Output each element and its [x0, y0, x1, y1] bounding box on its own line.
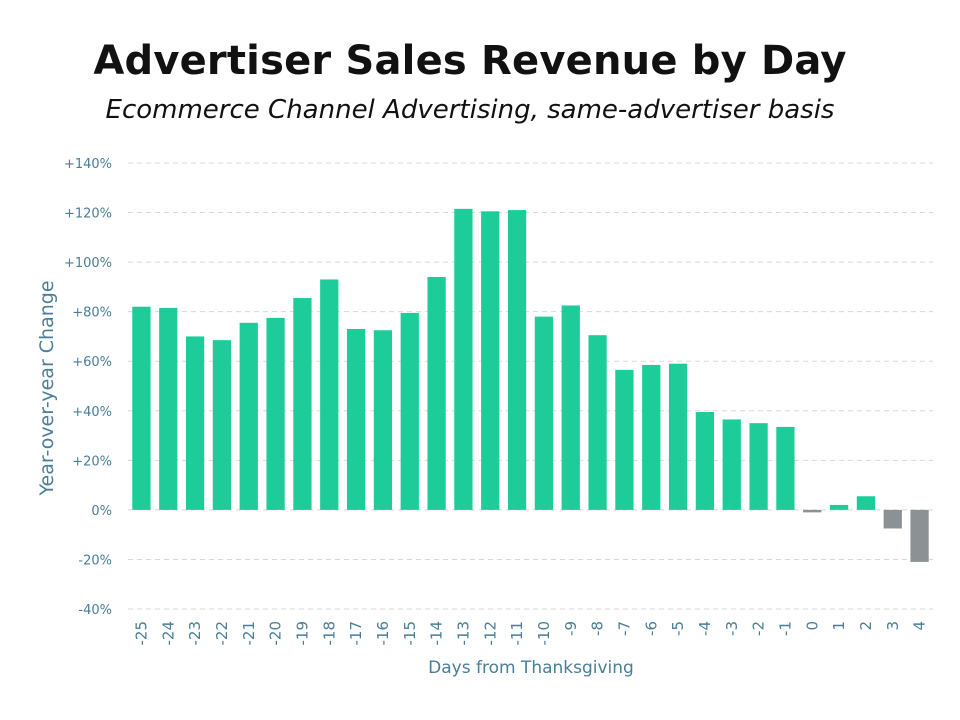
x-tick-label: -6	[642, 621, 660, 636]
x-tick-label: -8	[589, 621, 607, 636]
bar-day--8	[588, 335, 607, 510]
bar-day--19	[293, 298, 312, 510]
x-tick-label: -5	[669, 621, 687, 636]
bar-day--20	[266, 317, 285, 510]
x-tick-label: -15	[401, 621, 419, 646]
x-axis-ticks: -25 -24 -23 -22 -21 -20 -19 -18 -17 -16 -15 -14 -13-…	[132, 621, 928, 646]
y-tick-label: +40%	[72, 405, 112, 420]
x-tick-label: 3	[884, 621, 902, 631]
bar-day--6	[642, 364, 661, 510]
x-tick-label: -21	[240, 621, 258, 646]
y-tick-label: -20%	[78, 553, 112, 568]
x-tick-label: -22	[213, 621, 231, 646]
x-tick-label: -19	[293, 621, 311, 646]
bar-day--25	[132, 306, 151, 510]
bar-day--2	[749, 423, 768, 510]
bar-day-1	[829, 504, 849, 510]
x-tick-label: -3	[723, 621, 741, 636]
bar-day--10	[534, 316, 554, 510]
bar-day--16	[373, 330, 393, 510]
y-tick-label: +120%	[64, 207, 112, 222]
x-tick-label: -10	[535, 621, 553, 646]
y-tick-label: 0%	[91, 504, 112, 519]
y-tick-label: +20%	[72, 454, 112, 469]
bar-day--3	[722, 419, 741, 510]
y-tick-label: +60%	[72, 355, 112, 370]
x-tick-label: -14	[428, 621, 446, 646]
chart-title: Advertiser Sales Revenue by Day	[93, 38, 847, 84]
bar-day--7	[615, 369, 634, 510]
bar-day--1	[776, 426, 795, 510]
bars	[132, 208, 929, 562]
bar-day--24	[159, 307, 178, 510]
bar-day--21	[239, 322, 258, 510]
y-tick-label: +140%	[64, 157, 112, 172]
bar-day--5	[668, 363, 688, 510]
x-tick-label: -20	[267, 621, 285, 646]
bar-day--12	[481, 211, 500, 510]
bar-day-0	[803, 509, 822, 513]
gridlines	[128, 162, 933, 610]
bar-day--4	[695, 412, 715, 510]
x-tick-label: -25	[132, 621, 150, 646]
x-tick-label: -2	[750, 621, 768, 636]
x-tick-label: -11	[508, 621, 526, 646]
bar-day--22	[212, 340, 232, 510]
x-tick-label: -23	[186, 621, 204, 646]
bar-day--17	[346, 329, 366, 510]
x-tick-label: -12	[481, 621, 499, 646]
y-axis-ticks: -40% -20% 0% +20% +40% +60% +80% +100% +120% +140…	[64, 157, 112, 618]
bar-day--13	[454, 208, 473, 510]
bar-day-3	[883, 509, 902, 529]
bar-day-4	[910, 509, 929, 562]
x-tick-label: 1	[830, 621, 848, 631]
x-axis-label: Days from Thanksgiving	[428, 658, 634, 678]
x-tick-label: -13	[454, 621, 472, 646]
x-tick-label: -17	[347, 621, 365, 646]
y-tick-label: -40%	[78, 603, 112, 618]
bar-day--18	[320, 279, 339, 510]
bar-day--11	[507, 210, 527, 510]
bar-day-2	[856, 496, 876, 510]
bar-day--23	[185, 336, 205, 510]
x-tick-label: -4	[696, 621, 714, 636]
x-tick-label: -16	[374, 621, 392, 646]
y-tick-label: +100%	[64, 256, 112, 271]
y-tick-label: +80%	[72, 306, 112, 321]
x-tick-label: -9	[562, 621, 580, 636]
x-tick-label: 2	[857, 621, 875, 631]
bar-day--15	[400, 312, 419, 510]
bar-day--14	[427, 276, 446, 510]
x-tick-label: 4	[911, 621, 929, 631]
bar-day--9	[561, 305, 580, 510]
x-tick-label: -24	[159, 621, 177, 646]
x-tick-label: -7	[615, 621, 633, 636]
chart-subtitle: Ecommerce Channel Advertising, same-adve…	[105, 95, 835, 125]
x-tick-label: 0	[803, 621, 821, 631]
y-axis-label: Year-over-year Change	[36, 280, 58, 496]
x-tick-label: -1	[776, 621, 794, 636]
x-tick-label: -18	[320, 621, 338, 646]
